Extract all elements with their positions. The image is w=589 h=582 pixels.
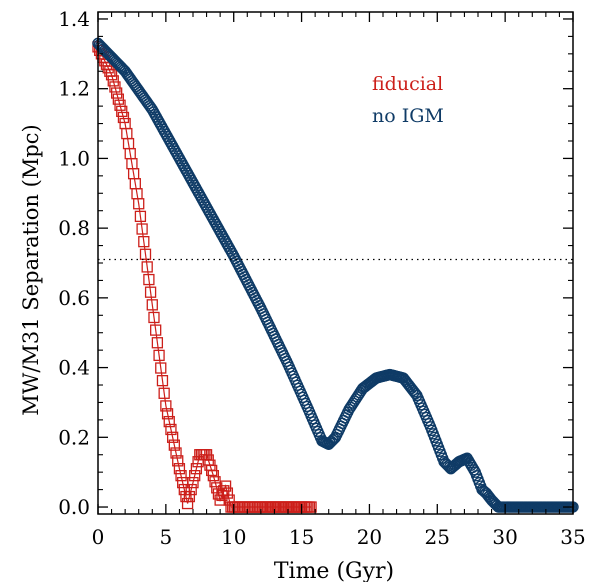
- x-tick-label: 0: [92, 525, 105, 549]
- data-point: [144, 286, 157, 298]
- data-point: [173, 463, 186, 475]
- x-tick-label: 25: [425, 525, 450, 549]
- series-fiducial: [92, 41, 317, 513]
- data-point: [156, 375, 169, 387]
- axes: 0 5 10 15 20 25 30 35 0.0 0.2 0.4 0.6 0.8 1.0 1.2 1.4: [58, 7, 586, 549]
- data-point: [161, 408, 174, 420]
- data-point: [133, 198, 145, 210]
- series-no-igm: [92, 37, 579, 513]
- data-point: [172, 455, 184, 467]
- data-point: [150, 324, 162, 336]
- x-tick-label: 15: [289, 525, 314, 549]
- data-point: [102, 62, 114, 74]
- y-tick-label: 0.8: [58, 216, 90, 240]
- legend-entry-no-igm: no IGM: [372, 105, 444, 127]
- data-point: [111, 87, 123, 99]
- y-tick-label: 0.4: [58, 356, 90, 380]
- data-point: [134, 210, 147, 223]
- data-point: [158, 387, 170, 399]
- x-tick-label: 5: [159, 525, 172, 549]
- data-point: [170, 447, 182, 459]
- y-tick-label: 0.6: [58, 286, 90, 310]
- data-point: [207, 470, 220, 482]
- data-point: [112, 93, 125, 105]
- y-tick-label: 1.0: [58, 146, 90, 170]
- y-tick-label: 0.0: [58, 495, 90, 519]
- data-point: [114, 99, 126, 111]
- data-point: [136, 223, 148, 235]
- data-point: [117, 111, 130, 124]
- data-point: [155, 362, 167, 374]
- data-point: [219, 480, 232, 492]
- x-tick-label: 30: [492, 525, 517, 549]
- data-point: [190, 463, 203, 475]
- data-point: [187, 476, 199, 489]
- series-layer: [92, 37, 579, 513]
- data-point: [105, 69, 118, 81]
- data-point: [143, 273, 155, 286]
- data-point: [175, 470, 187, 482]
- data-point: [163, 415, 175, 428]
- y-tick-label: 1.4: [58, 7, 90, 31]
- data-point: [151, 337, 164, 349]
- data-point: [181, 497, 194, 510]
- data-point: [138, 235, 150, 248]
- data-point: [168, 439, 180, 451]
- data-point: [189, 470, 201, 482]
- data-point: [139, 248, 152, 260]
- data-point: [109, 81, 121, 93]
- legend-entry-fiducial: fiducial: [372, 73, 443, 95]
- x-tick-label: 10: [221, 525, 246, 549]
- x-tick-label: 35: [560, 525, 585, 549]
- data-point: [325, 435, 338, 448]
- x-axis-label: Time (Gyr): [274, 559, 394, 582]
- data-point: [221, 487, 234, 499]
- data-point: [146, 299, 158, 311]
- data-point: [116, 105, 128, 118]
- data-point: [185, 483, 197, 496]
- data-point: [305, 501, 317, 513]
- data-point: [153, 349, 165, 362]
- data-point: [183, 490, 196, 503]
- data-point: [148, 311, 160, 324]
- x-tick-label: 20: [357, 525, 382, 549]
- data-point: [160, 400, 172, 412]
- data-point: [107, 75, 119, 87]
- y-axis-label: MW/M31 Separation (Mpc): [19, 124, 43, 416]
- y-tick-label: 0.2: [58, 425, 90, 449]
- data-point: [141, 261, 153, 273]
- data-point: [165, 423, 177, 436]
- y-tick-label: 1.2: [58, 77, 90, 101]
- series-line-fiducial: [97, 46, 312, 508]
- data-point: [166, 431, 179, 443]
